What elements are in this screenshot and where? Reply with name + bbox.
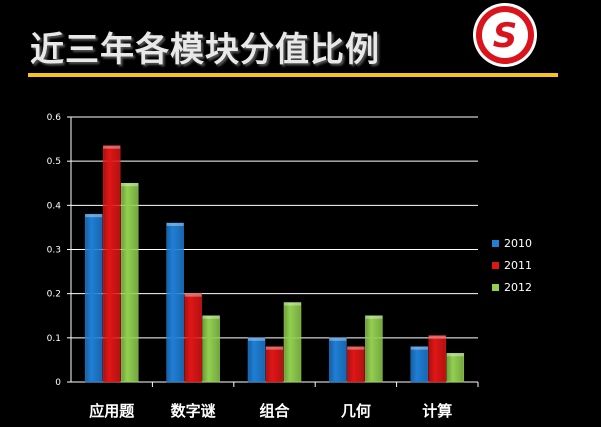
bar-2011-4	[428, 335, 447, 383]
bar-cap	[329, 337, 347, 341]
bar-2010-3	[329, 337, 347, 383]
bar-2011-0	[102, 145, 121, 383]
bar-cap	[184, 293, 202, 297]
bar-cap	[365, 315, 383, 319]
bar-cap	[284, 302, 301, 306]
bar-2010-1	[166, 222, 184, 383]
bar-cap	[166, 223, 184, 226]
bar-2010-0	[84, 213, 103, 383]
bar-2011-1	[184, 293, 202, 383]
x-category-label: 几何	[341, 402, 371, 420]
x-category-label: 组合	[259, 402, 290, 420]
legend-label-2011: 2011	[504, 259, 532, 272]
y-tick-label: 0.6	[47, 113, 62, 123]
legend-label-2010: 2010	[504, 237, 532, 250]
y-tick-label: 0.2	[47, 290, 61, 300]
y-tick-label: 0.5	[47, 157, 61, 167]
bar-2012-3	[365, 315, 383, 383]
y-tick-label: 0.1	[47, 334, 61, 344]
bar-2011-2	[265, 346, 284, 383]
legend-swatch-2011	[492, 262, 499, 269]
bar-cap	[85, 214, 103, 218]
x-category-label: 计算	[422, 402, 452, 420]
bar-2012-4	[446, 353, 465, 383]
bar-cap	[248, 337, 265, 341]
bar-cap	[347, 346, 365, 350]
bar-2010-4	[410, 346, 429, 383]
logo-letter: S	[493, 16, 518, 56]
legend-label-2012: 2012	[504, 281, 532, 294]
bar-cap	[446, 353, 464, 357]
legend-swatch-2010	[492, 240, 499, 247]
bar-cap	[202, 315, 220, 319]
x-category-label: 数字谜	[171, 402, 217, 420]
x-category-label: 应用题	[89, 402, 135, 420]
bar-cap	[428, 335, 446, 339]
bar-2012-2	[283, 302, 302, 383]
y-tick-label: 0.4	[47, 201, 62, 211]
bar-2011-3	[347, 346, 365, 383]
logo-icon: S	[473, 3, 537, 67]
bar-2010-2	[247, 337, 266, 383]
legend-swatch-2012	[492, 284, 499, 291]
y-tick-label: 0	[55, 378, 61, 388]
title-underline	[28, 73, 558, 77]
bar-cap	[103, 145, 121, 149]
bar-2012-1	[202, 315, 220, 383]
bar-2012-0	[120, 183, 139, 383]
slide-title: 近三年各模块分值比例	[30, 30, 380, 70]
y-tick-label: 0.3	[47, 246, 61, 256]
bar-cap	[121, 183, 139, 187]
bar-cap	[410, 346, 428, 350]
bar-cap	[266, 346, 283, 350]
